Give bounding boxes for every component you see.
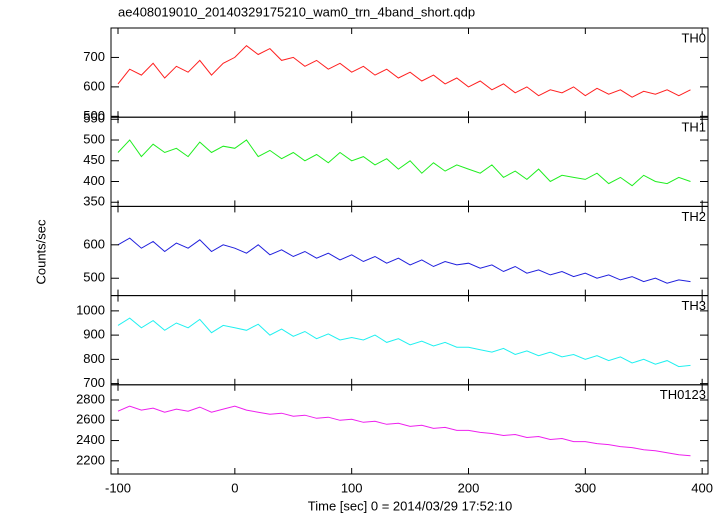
panel-frame [110,384,709,475]
y-tick-label: 500 [83,270,105,285]
data-line [117,237,691,284]
x-tick-label: -100 [105,480,131,495]
chart-title: ae408019010_20140329175210_wam0_trn_4ban… [118,4,475,19]
legend-label: TH0 [681,30,706,45]
panel-frame [110,295,709,386]
legend-label: TH1 [681,120,706,135]
y-tick-label: 2800 [76,391,105,406]
y-tick-label: 350 [83,194,105,209]
data-line [117,317,691,368]
panel-frame [110,205,709,297]
x-tick-label: 300 [574,480,596,495]
legend-label: TH3 [681,298,706,313]
y-tick-label: 400 [83,173,105,188]
x-tick-label: 200 [458,480,480,495]
y-tick-label: 900 [83,327,105,342]
x-tick-label: 0 [231,480,238,495]
data-line [117,45,691,98]
y-tick-label: 800 [83,351,105,366]
y-tick-label: 500 [83,131,105,146]
y-tick-label: 1000 [76,302,105,317]
y-tick-label: 2600 [76,412,105,427]
y-tick-label: 550 [83,111,105,126]
legend-label: TH0123 [660,387,706,402]
y-axis-label: Counts/sec [33,219,48,285]
legend-label: TH2 [681,209,706,224]
y-tick-label: 2400 [76,432,105,447]
y-tick-label: 700 [83,49,105,64]
y-tick-label: 600 [83,236,105,251]
y-tick-label: 600 [83,78,105,93]
x-tick-label: 100 [341,480,363,495]
data-line [117,405,691,457]
y-tick-label: 450 [83,152,105,167]
y-tick-label: 700 [83,375,105,390]
x-axis-label: Time [sec] 0 = 2014/03/29 17:52:10 [308,498,512,513]
y-tick-label: 2200 [76,452,105,467]
x-tick-label: 400 [691,480,713,495]
y-tick-label: 500 [83,108,105,123]
data-line [117,139,691,187]
